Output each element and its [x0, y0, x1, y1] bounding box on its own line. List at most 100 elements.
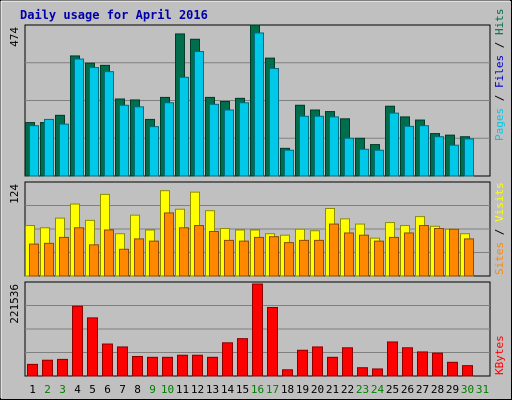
bar-kbytes-day-16 [252, 283, 263, 377]
bar-sites-day-16 [254, 236, 264, 277]
bar-sites-day-7 [119, 248, 129, 277]
x-tick-label: 28 [431, 383, 444, 396]
bar-sites-day-10 [164, 212, 174, 277]
bar-kbytes-day-19 [297, 349, 308, 377]
y-max-label-visits: 124 [8, 184, 21, 204]
bar-kbytes-day-29 [447, 361, 458, 377]
x-tick-label: 12 [191, 383, 204, 396]
bar-kbytes-day-24 [372, 368, 383, 377]
bar-sites-day-21 [329, 223, 339, 277]
legend-item: / [493, 222, 506, 242]
bar-sites-day-29 [449, 228, 459, 277]
x-tick-label: 10 [161, 383, 174, 396]
bar-sites-day-18 [284, 242, 294, 277]
bar-sites-day-11 [179, 227, 189, 277]
bar-files-day-28 [434, 136, 444, 177]
bar-sites-day-30 [464, 238, 474, 277]
bar-files-day-4 [74, 58, 84, 177]
bar-sites-day-28 [434, 228, 444, 277]
bar-kbytes-day-5 [87, 317, 98, 377]
bar-files-day-22 [344, 137, 354, 177]
bar-sites-day-26 [404, 232, 414, 277]
bar-files-day-18 [284, 149, 294, 177]
bar-sites-day-13 [209, 230, 219, 277]
x-tick-label: 13 [206, 383, 219, 396]
bar-kbytes-day-6 [102, 343, 113, 377]
bar-files-day-9 [149, 126, 159, 177]
y-max-label-kbytes: 221536 [8, 284, 21, 324]
bar-files-day-1 [29, 125, 39, 177]
bar-sites-day-6 [104, 229, 114, 277]
bar-files-day-7 [119, 104, 129, 177]
panel-hits: 474 Pages / Files / Hits [8, 9, 506, 177]
bar-kbytes-day-8 [132, 355, 143, 377]
series-legend-kbytes: KBytes [493, 335, 506, 375]
bar-sites-day-3 [59, 236, 69, 277]
bar-kbytes-day-3 [57, 358, 68, 377]
bar-sites-day-1 [29, 243, 39, 277]
bar-sites-day-2 [44, 242, 54, 277]
bar-sites-day-23 [359, 234, 369, 277]
bar-files-day-13 [209, 103, 219, 177]
x-tick-label: 24 [371, 383, 385, 396]
legend-item: Pages [493, 108, 506, 141]
bar-kbytes-day-21 [327, 356, 338, 377]
bar-files-day-5 [89, 67, 99, 177]
bar-sites-day-25 [389, 236, 399, 277]
x-tick-label: 2 [44, 383, 51, 396]
chart-title: Daily usage for April 2016 [20, 8, 208, 22]
x-tick-label: 27 [416, 383, 429, 396]
bar-sites-day-5 [89, 244, 99, 277]
bar-files-day-21 [329, 116, 339, 177]
x-tick-label: 30 [461, 383, 474, 396]
bar-sites-day-4 [74, 227, 84, 277]
bar-files-day-8 [134, 106, 144, 177]
y-max-label-hits: 474 [8, 27, 21, 47]
panel-kbytes: 221536 KBytes [8, 281, 506, 377]
legend-item: KBytes [493, 335, 506, 375]
bar-files-day-26 [404, 125, 414, 177]
bar-kbytes-day-2 [42, 359, 53, 377]
x-tick-label: 5 [89, 383, 96, 396]
x-tick-label: 7 [119, 383, 126, 396]
bar-kbytes-day-27 [417, 351, 428, 377]
bar-files-day-16 [254, 32, 264, 177]
bar-files-day-29 [449, 144, 459, 177]
bar-kbytes-day-18 [282, 369, 293, 377]
bar-sites-day-9 [149, 240, 159, 277]
bar-files-day-14 [224, 109, 234, 177]
x-tick-label: 11 [176, 383, 189, 396]
bar-sites-day-19 [299, 239, 309, 277]
x-tick-label: 14 [221, 383, 235, 396]
bar-sites-day-14 [224, 239, 234, 277]
x-tick-label: 8 [134, 383, 141, 396]
x-tick-label: 18 [281, 383, 294, 396]
bar-files-day-30 [464, 138, 474, 177]
bar-files-day-23 [359, 148, 369, 177]
panel-visits: 124 Sites / Visits [8, 181, 506, 277]
bar-kbytes-day-22 [342, 347, 353, 377]
bar-files-day-19 [299, 115, 309, 177]
x-tick-label: 9 [149, 383, 156, 396]
bar-sites-day-12 [194, 225, 204, 277]
bar-files-day-12 [194, 51, 204, 177]
bar-files-day-10 [164, 102, 174, 177]
bar-kbytes-day-12 [192, 354, 203, 377]
x-tick-label: 17 [266, 383, 279, 396]
bar-kbytes-day-26 [402, 347, 413, 377]
bar-sites-day-8 [134, 238, 144, 277]
x-tick-label: 3 [59, 383, 66, 396]
bar-kbytes-day-10 [162, 356, 173, 377]
series-legend-visits: Sites / Visits [493, 182, 506, 275]
legend-item: Hits [493, 9, 506, 36]
legend-item: Files [493, 55, 506, 88]
bar-files-day-6 [104, 71, 114, 177]
x-tick-label: 19 [296, 383, 309, 396]
legend-item: / [493, 88, 506, 108]
bar-sites-day-22 [344, 232, 354, 277]
bar-kbytes-day-23 [357, 367, 368, 377]
bar-files-day-2 [44, 118, 54, 177]
bar-sites-day-15 [239, 240, 249, 277]
bar-kbytes-day-4 [72, 305, 83, 377]
